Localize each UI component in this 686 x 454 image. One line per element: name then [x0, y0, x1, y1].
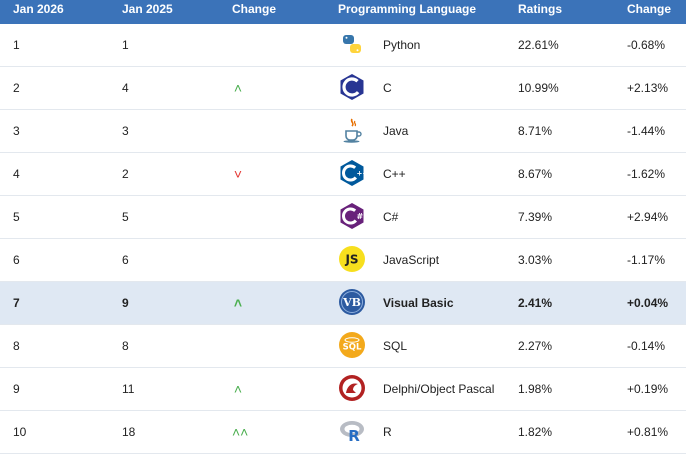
language-name[interactable]: Visual Basic — [383, 296, 454, 310]
rank-2025: 5 — [122, 210, 129, 224]
svg-text:++: ++ — [357, 170, 367, 178]
rank-2025: 4 — [122, 81, 129, 95]
rank-2025: 9 — [122, 296, 129, 310]
table-row[interactable]: 5 5 C# 7.39% +2.94% # — [0, 196, 686, 239]
rank-2026: 8 — [13, 339, 20, 353]
header-jan-2026[interactable]: Jan 2026 — [13, 2, 64, 16]
java-logo-icon — [338, 116, 366, 144]
csharp-logo-icon: # — [338, 202, 366, 230]
header-change-percent[interactable]: Change — [627, 2, 672, 16]
rank-2026: 2 — [13, 81, 20, 95]
rating-change: +0.19% — [627, 382, 669, 396]
python-logo-icon — [338, 30, 366, 58]
table-row[interactable]: 9 11 Delphi/Object Pascal 1.98% +0.19% ˄ — [0, 368, 686, 411]
table-row[interactable]: 8 8 SQL 2.27% -0.14% SQL — [0, 325, 686, 368]
rating-change: -0.14% — [627, 339, 666, 353]
rating-value: 1.98% — [518, 382, 553, 396]
rank-2026: 5 — [13, 210, 20, 224]
rating-change: +0.81% — [627, 425, 669, 439]
table-row[interactable]: 1 1 Python 22.61% -0.68% — [0, 24, 686, 67]
table-row[interactable]: 2 4 C 10.99% +2.13% ˄ — [0, 67, 686, 110]
trend-up-icon: ˄ — [233, 295, 243, 311]
language-name[interactable]: Delphi/Object Pascal — [383, 382, 495, 396]
rating-change: -1.44% — [627, 124, 666, 138]
rating-change: +0.04% — [627, 296, 669, 310]
rank-2026: 1 — [13, 38, 20, 52]
rating-change: +2.13% — [627, 81, 669, 95]
trend-down-icon: ˅ — [233, 166, 243, 182]
header-ratings[interactable]: Ratings — [518, 2, 563, 16]
rank-2026: 9 — [13, 382, 20, 396]
language-name[interactable]: C — [383, 81, 392, 95]
rank-2025: 8 — [122, 339, 129, 353]
table-row[interactable]: 6 6 JavaScript 3.03% -1.17% JS — [0, 239, 686, 282]
rating-value: 8.71% — [518, 124, 553, 138]
rating-value: 7.39% — [518, 210, 553, 224]
table-row[interactable]: 3 3 Java 8.71% -1.44% — [0, 110, 686, 153]
rank-2026: 10 — [13, 425, 27, 439]
language-name[interactable]: SQL — [383, 339, 408, 353]
language-name[interactable]: Java — [383, 124, 409, 138]
header-change[interactable]: Change — [232, 2, 277, 16]
language-name[interactable]: Python — [383, 38, 421, 52]
cpp-logo-icon: ++ — [338, 159, 366, 187]
rank-2025: 6 — [122, 253, 129, 267]
sql-logo-icon: SQL — [338, 331, 366, 359]
header-programming-language[interactable]: Programming Language — [338, 2, 477, 16]
table-row[interactable]: 10 18 R 1.82% +0.81% ˄˄ R — [0, 411, 686, 454]
visual-basic-logo-icon: VB — [338, 288, 366, 316]
language-name[interactable]: JavaScript — [383, 253, 440, 267]
rank-2025: 3 — [122, 124, 129, 138]
header-jan-2025[interactable]: Jan 2025 — [122, 2, 173, 16]
rank-2025: 2 — [122, 167, 129, 181]
rating-value: 8.67% — [518, 167, 553, 181]
rating-value: 1.82% — [518, 425, 553, 439]
rating-value: 10.99% — [518, 81, 559, 95]
rating-value: 2.27% — [518, 339, 553, 353]
svg-text:JS: JS — [344, 253, 358, 267]
r-logo-icon: R — [338, 417, 366, 445]
trend-up-icon: ˄ — [233, 80, 243, 96]
svg-text:#: # — [357, 212, 364, 221]
language-name[interactable]: R — [383, 425, 392, 439]
rank-2026: 4 — [13, 167, 20, 181]
rating-change: -0.68% — [627, 38, 666, 52]
rating-change: +2.94% — [627, 210, 669, 224]
trend-double-up-icon: ˄˄ — [232, 424, 249, 440]
delphi-logo-icon — [338, 374, 366, 402]
javascript-logo-icon: JS — [338, 245, 366, 273]
rank-2025: 1 — [122, 38, 129, 52]
table-row[interactable]: 4 2 C++ 8.67% -1.62% ˅ ++ — [0, 153, 686, 196]
rating-change: -1.17% — [627, 253, 666, 267]
language-name[interactable]: C# — [383, 210, 399, 224]
rating-value: 3.03% — [518, 253, 553, 267]
svg-text:VB: VB — [342, 296, 361, 309]
c-logo-icon — [338, 73, 366, 101]
svg-text:R: R — [348, 427, 360, 445]
rank-2026: 3 — [13, 124, 20, 138]
trend-up-icon: ˄ — [233, 381, 243, 397]
rating-change: -1.62% — [627, 167, 666, 181]
svg-text:SQL: SQL — [343, 343, 362, 353]
rank-2026: 6 — [13, 253, 20, 267]
table-body: 1 1 Python 22.61% -0.68% 2 4 C 10.99% +2.13% ˄ 3 3 Ja… — [0, 24, 686, 454]
table-header: Jan 2026 Jan 2025 Change Programming Lan… — [0, 0, 686, 24]
rank-2025: 11 — [122, 382, 135, 396]
rating-value: 22.61% — [518, 38, 559, 52]
table-row[interactable]: 7 9 Visual Basic 2.41% +0.04% ˄ VB — [0, 282, 686, 325]
language-name[interactable]: C++ — [383, 167, 406, 181]
rating-value: 2.41% — [518, 296, 553, 310]
rank-2025: 18 — [122, 425, 136, 439]
rank-2026: 7 — [13, 296, 20, 310]
